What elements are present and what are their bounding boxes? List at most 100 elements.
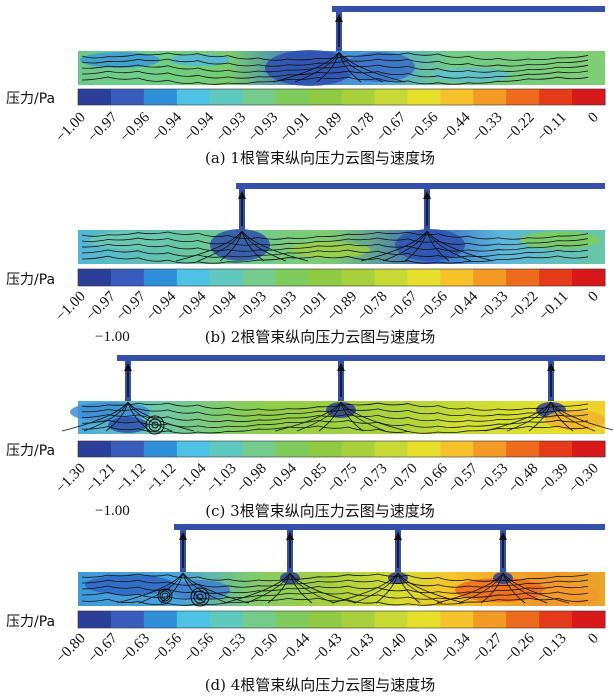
streamline — [81, 402, 589, 411]
vortex — [196, 593, 204, 601]
legend-swatch — [176, 611, 211, 628]
legend-frame — [77, 610, 606, 629]
legend-swatch — [341, 89, 375, 105]
tick-label: −0.26 — [502, 630, 538, 666]
vortex — [161, 592, 169, 600]
panel-b: 压力/Pa−1.00−0.97−0.97−0.94−0.94−0.94−0.93… — [6, 183, 606, 346]
legend-frame — [77, 88, 606, 106]
tick-label: 0 — [585, 110, 602, 127]
legend-swatch — [407, 611, 441, 628]
legend-swatch — [572, 611, 606, 628]
contour-region — [290, 242, 370, 258]
vortex — [190, 587, 210, 607]
streamline — [506, 401, 552, 432]
streamline — [81, 255, 589, 264]
streamline — [340, 401, 364, 432]
tick-label: −0.66 — [415, 460, 451, 496]
tube-flow-arrow — [423, 191, 431, 199]
tick-label: −0.70 — [385, 461, 421, 497]
legend-swatch — [407, 89, 441, 105]
legend-swatch — [539, 611, 573, 628]
streamline — [340, 401, 386, 432]
legend-swatch — [143, 611, 178, 628]
tick-label: −0.44 — [445, 288, 481, 324]
streamline — [502, 572, 548, 604]
tick-label: −0.94 — [149, 109, 185, 145]
streamline — [81, 579, 589, 588]
legend-swatch — [506, 611, 540, 628]
panel-caption: (b) 2根管束纵向压力云图与速度场 — [205, 328, 436, 346]
tick-label: −0.11 — [534, 110, 569, 145]
streamline — [550, 401, 596, 432]
legend-swatch — [308, 269, 342, 286]
tick-label: −0.67 — [374, 109, 410, 145]
tick-label: 0 — [585, 289, 602, 306]
tick-label: 0 — [585, 631, 602, 648]
legend-swatch — [209, 269, 244, 286]
streamline — [81, 237, 589, 246]
legend-swatch — [572, 441, 606, 457]
tick-label: −0.78 — [342, 110, 378, 146]
legend-swatch — [78, 269, 112, 286]
streamline — [397, 572, 443, 604]
legend-swatch — [143, 89, 178, 105]
streamline — [81, 243, 589, 252]
legend-swatch — [374, 611, 408, 628]
legend-swatch — [209, 441, 244, 457]
legend-swatch — [572, 89, 606, 105]
stray-label: −1.00 — [95, 329, 130, 345]
tick-label: −1.12 — [143, 461, 179, 497]
tick-label: −0.33 — [475, 289, 511, 325]
legend-swatch — [341, 611, 375, 628]
legend-swatch — [374, 269, 408, 286]
streamline — [502, 572, 526, 604]
streamline — [241, 230, 309, 262]
legend-swatch — [473, 441, 507, 457]
contour-region — [108, 417, 148, 433]
vortex — [145, 415, 165, 435]
streamline — [105, 401, 129, 432]
tick-label: −0.94 — [264, 460, 300, 496]
legend-swatch — [407, 269, 441, 286]
vortex — [151, 421, 159, 429]
manifold-pipe — [174, 524, 605, 530]
streamline — [241, 230, 287, 262]
legend-swatch — [176, 89, 211, 105]
tube-flow-arrow — [337, 363, 345, 371]
legend-swatch — [209, 89, 244, 105]
streamline — [81, 58, 589, 67]
streamline — [223, 572, 291, 604]
legend-swatch — [374, 441, 408, 457]
tick-label: −0.97 — [113, 288, 149, 324]
tube-flow-arrow — [124, 363, 132, 371]
streamline — [528, 401, 552, 432]
legend-swatch — [506, 269, 540, 286]
contour-region — [280, 572, 300, 584]
tick-label: −0.91 — [277, 110, 313, 146]
streamline — [219, 230, 243, 262]
tick-label: −1.12 — [113, 461, 149, 497]
tick-label: −0.78 — [355, 289, 391, 325]
contour-region — [80, 52, 160, 68]
legend-swatch — [242, 89, 277, 105]
legend-swatch — [374, 89, 408, 105]
streamline — [61, 401, 129, 432]
tick-label: −1.00 — [53, 289, 89, 325]
legend-swatch — [341, 441, 375, 457]
panel-a: 压力/Pa−1.00−0.97−0.96−0.94−0.94−0.93−0.93… — [6, 6, 606, 167]
tick-label: −0.40 — [406, 631, 442, 667]
tick-label: −0.22 — [502, 110, 538, 146]
streamline — [338, 51, 384, 83]
legend-swatch — [407, 441, 441, 457]
tube-flow-arrow — [394, 532, 402, 540]
tick-label: −0.11 — [536, 289, 571, 324]
streamline — [289, 572, 313, 604]
tick-label: −0.56 — [149, 630, 185, 666]
streamline — [338, 51, 406, 83]
legend-swatch — [539, 441, 573, 457]
streamline — [404, 230, 428, 262]
streamline — [289, 572, 357, 604]
tube-flow-arrow — [547, 363, 555, 371]
tick-label: −0.94 — [174, 288, 210, 324]
tick-label: −1.04 — [174, 460, 210, 496]
